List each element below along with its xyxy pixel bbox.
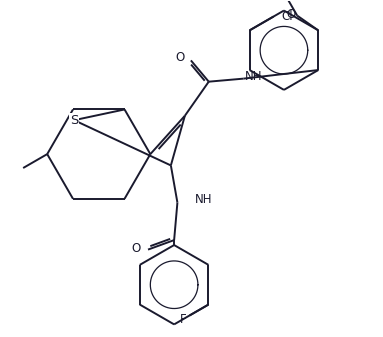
Text: F: F	[180, 313, 187, 326]
Text: NH: NH	[195, 193, 213, 206]
Text: O: O	[286, 8, 295, 21]
Text: O: O	[176, 51, 185, 64]
Text: NH: NH	[245, 70, 263, 83]
Text: S: S	[70, 114, 78, 127]
Text: O: O	[132, 242, 141, 255]
Text: Cl: Cl	[282, 10, 293, 23]
